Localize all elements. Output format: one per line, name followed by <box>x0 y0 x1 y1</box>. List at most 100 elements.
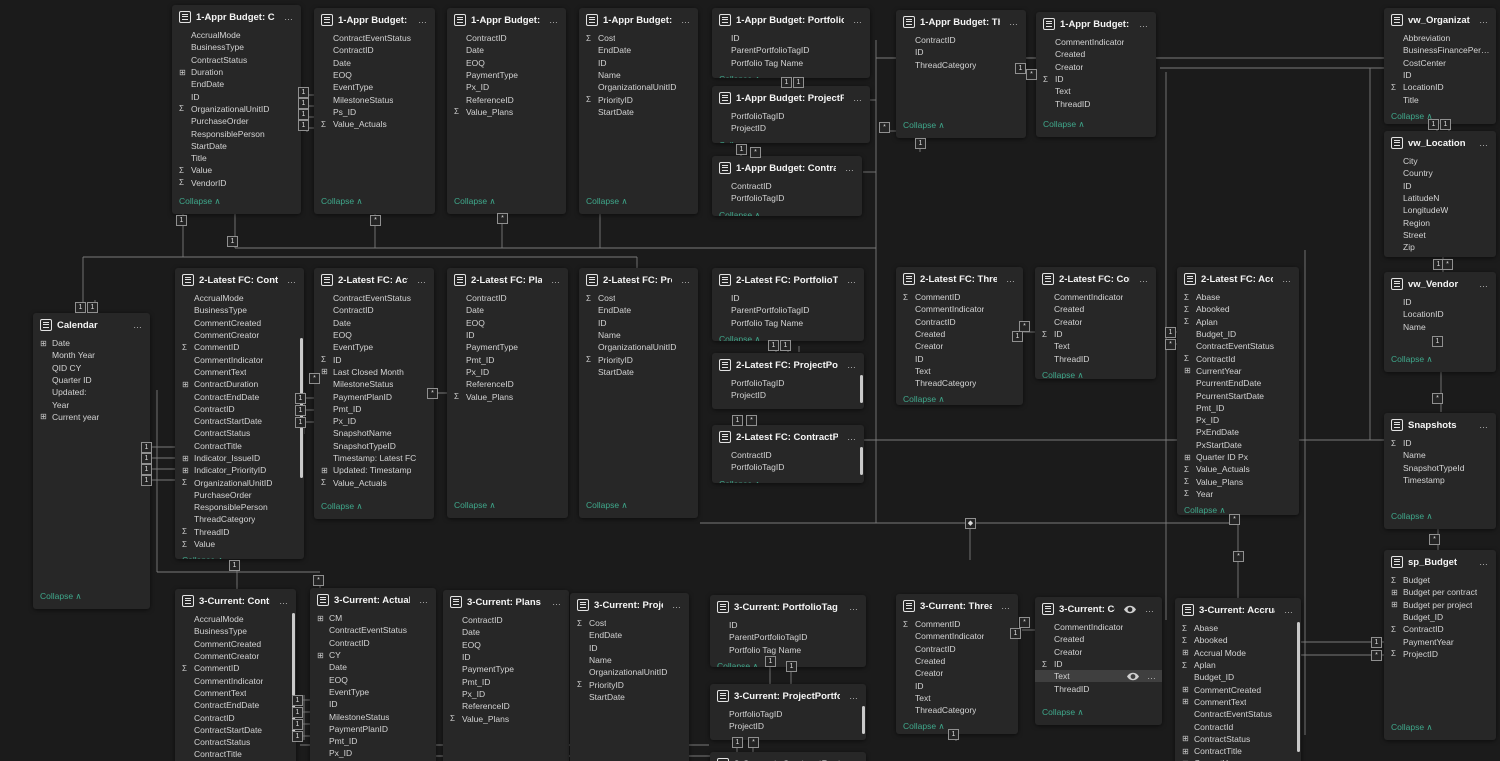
table-header[interactable]: 3-Current: Actuals… <box>310 588 436 610</box>
scrollbar[interactable] <box>860 447 863 475</box>
field-row[interactable]: ThreadCategory <box>896 377 1023 389</box>
table-card-appr-contracts[interactable]: 1-Appr Budget: Contracts … AccrualModeBusi… <box>172 5 301 214</box>
field-row[interactable]: ThreadID <box>1036 97 1156 109</box>
field-row[interactable]: Ps_ID <box>314 106 435 118</box>
field-row[interactable]: Text <box>896 692 1018 704</box>
field-row[interactable]: ID <box>570 642 689 654</box>
table-card-calendar[interactable]: Calendar … ⊞ Date Month Year QID CY Quarter ID… <box>33 313 150 609</box>
field-row[interactable]: ContractID <box>175 711 296 723</box>
collapse-link[interactable]: Collapse ∧ <box>903 394 945 405</box>
field-row[interactable]: ID <box>712 292 864 304</box>
field-row[interactable]: PaymentType <box>447 341 568 353</box>
table-card-cur-thread[interactable]: 3-Current: Thread … Σ CommentIDCommentIndic… <box>896 594 1018 734</box>
more-options-icon[interactable]: … <box>681 15 691 25</box>
more-options-icon[interactable]: … <box>1284 605 1294 615</box>
field-row[interactable]: ⊞ Quarter ID Px <box>1177 451 1299 463</box>
collapse-link[interactable]: Collapse ∧ <box>321 501 363 511</box>
field-row[interactable]: Timestamp <box>1384 474 1496 486</box>
field-row[interactable]: Σ Value_Plans <box>1177 475 1299 487</box>
field-row[interactable]: ReferenceID <box>447 378 568 390</box>
collapse-link[interactable]: Collapse ∧ <box>712 135 870 143</box>
field-row[interactable]: PortfolioTagID <box>712 377 864 389</box>
table-header[interactable]: 3-Current: Accruals… <box>1175 598 1301 620</box>
table-header[interactable]: vw_Vendor… <box>1384 272 1496 294</box>
field-row[interactable]: Budget_ID <box>1177 328 1299 340</box>
field-row[interactable]: Title <box>172 152 301 164</box>
table-header[interactable]: 1-Appr Budget: Thread… <box>896 10 1026 32</box>
field-row[interactable]: Month Year <box>33 349 150 361</box>
table-header[interactable]: 1-Appr Budget: Project… <box>579 8 698 30</box>
field-row[interactable]: ⊞ Budget per contract <box>1384 586 1496 598</box>
field-row[interactable]: PcurrentStartDate <box>1177 389 1299 401</box>
field-row[interactable]: ⊞ ContractTitle <box>1175 745 1301 757</box>
field-row[interactable]: Σ Value_Actuals <box>1177 463 1299 475</box>
field-row[interactable]: EOQ <box>447 57 566 69</box>
field-row[interactable]: ThreadCategory <box>896 59 1026 71</box>
collapse-link[interactable]: Collapse ∧ <box>40 591 82 601</box>
table-card-cur-actuals[interactable]: 3-Current: Actuals … ⊞ CM ContractEventStatu… <box>310 588 436 761</box>
field-row[interactable]: Σ Abooked <box>1175 634 1301 646</box>
field-row[interactable]: ResponsiblePerson <box>172 127 301 139</box>
field-row[interactable]: Creator <box>896 667 1018 679</box>
field-row[interactable]: OrganizationalUnitID <box>579 341 698 353</box>
field-row[interactable]: Σ Cost <box>570 617 689 629</box>
field-row[interactable]: CostCenter <box>1384 57 1496 69</box>
field-row[interactable]: Name <box>579 329 698 341</box>
field-row[interactable]: Creator <box>896 340 1023 352</box>
scrollbar[interactable] <box>1297 622 1300 752</box>
more-options-icon[interactable]: … <box>1282 274 1292 284</box>
table-header[interactable]: sp_Budget… <box>1384 550 1496 572</box>
field-row[interactable]: ProjectID <box>710 720 866 732</box>
field-row[interactable]: Σ VendorID <box>172 177 301 189</box>
field-row[interactable]: ReferenceID <box>443 700 569 712</box>
eye-icon[interactable] <box>1124 605 1136 614</box>
field-row[interactable]: Σ Value_Plans <box>443 712 569 724</box>
field-row[interactable]: ProjectID <box>712 389 864 401</box>
field-row[interactable]: ContractID <box>310 637 436 649</box>
field-row[interactable]: ThreadID <box>1035 682 1162 694</box>
field-row[interactable]: EventType <box>310 686 436 698</box>
field-row[interactable]: OrganizationalUnitID <box>570 666 689 678</box>
collapse-link[interactable]: Collapse ∧ <box>903 120 945 130</box>
table-card-cur-portfoliotag[interactable]: 3-Current: PortfolioTag … ID ParentPortfoli… <box>710 595 866 667</box>
field-row[interactable]: Σ Cost <box>579 292 698 304</box>
field-row[interactable]: PortfolioTagID <box>710 708 866 720</box>
field-row[interactable]: City <box>1384 155 1496 167</box>
table-card-cur-projectportfoliotag[interactable]: 3-Current: ProjectPortfolioTag … Portfolio… <box>710 684 866 740</box>
more-options-icon[interactable]: … <box>1479 15 1489 25</box>
field-row[interactable]: Date <box>447 44 566 56</box>
table-header[interactable]: 1-Appr Budget: Comments… <box>1036 12 1156 34</box>
table-card-cur-comments[interactable]: 3-Current: Comments…CommentIndicatorCrea… <box>1035 597 1162 725</box>
more-options-icon[interactable]: … <box>681 275 691 285</box>
table-header[interactable]: 1-Appr Budget: ContractPortfolioTag… <box>712 156 862 178</box>
more-options-icon[interactable]: … <box>1479 279 1489 289</box>
collapse-link[interactable]: Collapse ∧ <box>1391 110 1433 121</box>
field-row[interactable]: ParentPortfolioTagID <box>710 631 866 643</box>
field-row[interactable]: Σ OrganizationalUnitID <box>175 476 304 488</box>
field-row[interactable]: Px_ID <box>310 747 436 759</box>
table-card-cur-plans[interactable]: 3-Current: Plans … ContractID Date EOQ ID Paym… <box>443 590 569 761</box>
field-row[interactable]: ⊞ CurrentYear <box>1177 365 1299 377</box>
field-row[interactable]: AccrualMode <box>175 292 304 304</box>
more-options-icon[interactable]: … <box>1479 420 1489 430</box>
table-header[interactable]: 2-Latest FC: ProjectPortfolioTag… <box>712 353 864 375</box>
more-options-icon[interactable]: … <box>549 15 559 25</box>
field-row[interactable]: ⊞ Indicator_PriorityID <box>175 464 304 476</box>
field-row[interactable]: ⊞ Updated: Timestamp <box>314 464 434 476</box>
table-header[interactable]: vw_OrganizationalUnit… <box>1384 8 1496 30</box>
field-row[interactable]: Updated: <box>33 386 150 398</box>
field-row[interactable]: Σ Value_Actuals <box>314 476 434 488</box>
field-row[interactable]: ID <box>447 329 568 341</box>
field-row[interactable]: SnapshotTypeID <box>314 440 434 452</box>
field-row[interactable]: CommentIndicator <box>1035 291 1156 303</box>
field-row[interactable]: LocationID <box>1384 308 1496 320</box>
field-row[interactable]: Σ PriorityID <box>579 353 698 365</box>
table-header[interactable]: 1-Appr Budget: Actuals… <box>314 8 435 30</box>
table-header[interactable]: 1-Appr Budget: PortfolioTag… <box>712 8 870 30</box>
table-header[interactable]: 2-Latest FC: Actuals… <box>314 268 434 290</box>
field-row[interactable]: ID <box>710 619 866 631</box>
field-row[interactable]: ContractEventStatus <box>310 624 436 636</box>
field-row[interactable]: ID <box>172 90 301 102</box>
